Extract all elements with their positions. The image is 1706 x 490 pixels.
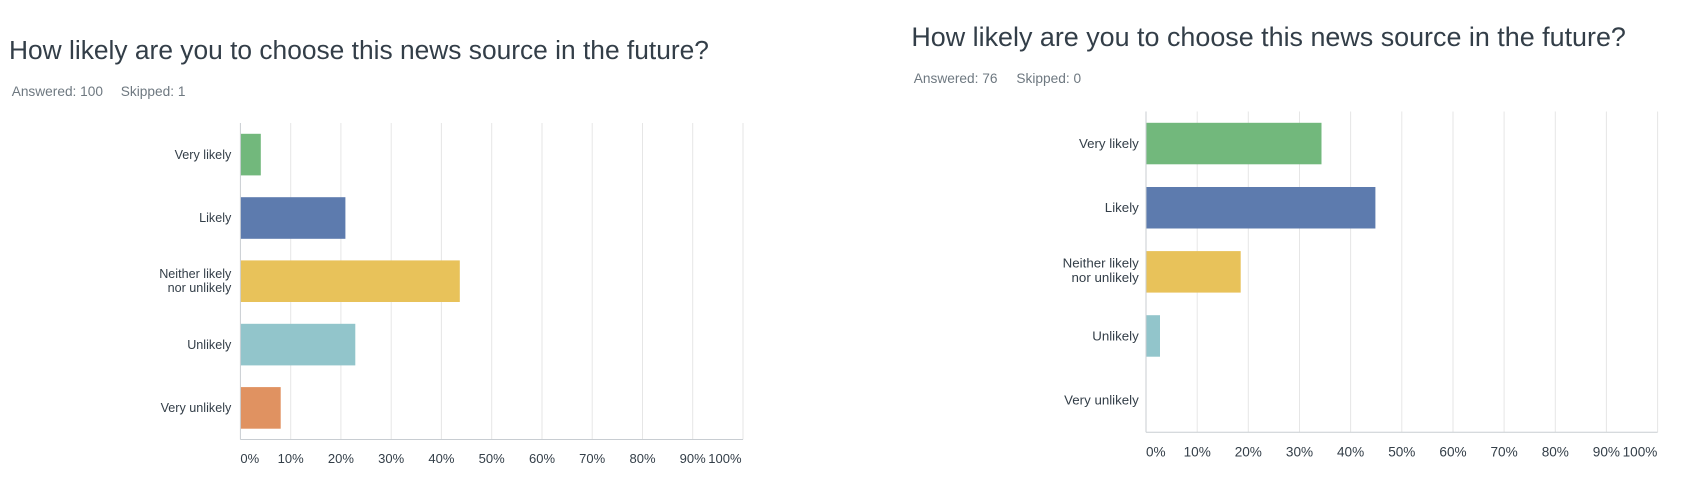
svg-text:90%: 90% [1593,445,1620,460]
svg-text:40%: 40% [428,451,454,466]
svg-text:80%: 80% [1542,445,1569,460]
svg-text:Unlikely: Unlikely [1092,329,1139,344]
svg-text:Answered: 100: Answered: 100 [12,84,104,99]
svg-text:Neither likely: Neither likely [159,267,232,281]
svg-text:20%: 20% [1235,445,1262,460]
svg-text:70%: 70% [1490,445,1517,460]
svg-text:Very unlikely: Very unlikely [161,401,232,415]
svg-text:Skipped: 0: Skipped: 0 [1016,71,1081,86]
svg-text:How likely are you to choose t: How likely are you to choose this news s… [9,35,709,65]
svg-text:10%: 10% [278,451,304,466]
svg-text:100%: 100% [708,451,742,466]
svg-text:Very likely: Very likely [175,148,232,162]
svg-text:How likely are you to choose t: How likely are you to choose this news s… [911,22,1625,52]
svg-text:40%: 40% [1337,445,1364,460]
svg-text:Unlikely: Unlikely [187,338,232,352]
svg-text:Neither likely: Neither likely [1063,256,1139,271]
svg-text:70%: 70% [579,451,605,466]
svg-text:50%: 50% [1388,445,1415,460]
svg-text:nor unlikely: nor unlikely [1072,270,1140,285]
svg-text:60%: 60% [529,451,555,466]
svg-text:100%: 100% [1623,445,1658,460]
svg-text:Answered: 76: Answered: 76 [914,71,998,86]
svg-text:Likely: Likely [199,211,232,225]
svg-text:60%: 60% [1439,445,1466,460]
svg-text:0%: 0% [1146,445,1166,460]
svg-text:50%: 50% [479,451,505,466]
svg-text:Skipped: 1: Skipped: 1 [121,84,186,99]
svg-text:30%: 30% [1286,445,1313,460]
svg-text:20%: 20% [328,451,354,466]
svg-text:Very likely: Very likely [1079,136,1139,151]
svg-text:Very unlikely: Very unlikely [1064,393,1139,408]
svg-text:10%: 10% [1184,445,1211,460]
svg-text:Likely: Likely [1105,200,1139,215]
svg-text:80%: 80% [629,451,655,466]
svg-text:nor unlikely: nor unlikely [168,281,232,295]
svg-text:90%: 90% [680,451,706,466]
svg-text:30%: 30% [378,451,404,466]
svg-text:0%: 0% [240,451,259,466]
